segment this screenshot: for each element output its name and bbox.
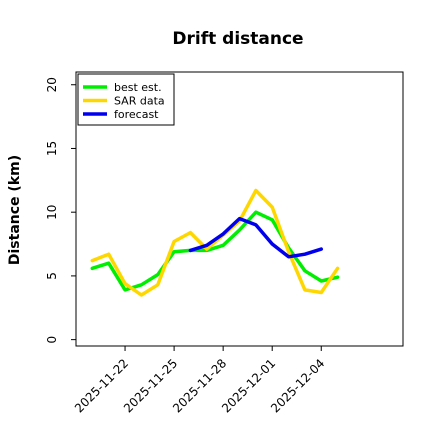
y-tick-label: 20	[45, 77, 59, 92]
chart-title: Drift distance	[172, 29, 303, 49]
series-line-forecast	[188, 216, 324, 259]
legend-label: SAR data	[114, 95, 165, 108]
legend-label: forecast	[114, 108, 159, 121]
y-tick-label: 5	[45, 272, 59, 280]
series-line-sar-data	[90, 188, 340, 297]
legend-label: best est.	[114, 81, 162, 94]
y-tick-label: 0	[45, 336, 59, 344]
y-tick-label: 10	[45, 205, 59, 220]
y-tick-label: 15	[45, 141, 59, 156]
x-axis-ticks: 2025-11-222025-11-252025-11-282025-12-01…	[72, 346, 327, 415]
plot-frame	[75, 71, 404, 347]
series-lines	[90, 188, 340, 297]
y-axis-label: Distance (km)	[7, 155, 23, 265]
y-axis-ticks: 0 5 10 15 20	[45, 77, 76, 343]
